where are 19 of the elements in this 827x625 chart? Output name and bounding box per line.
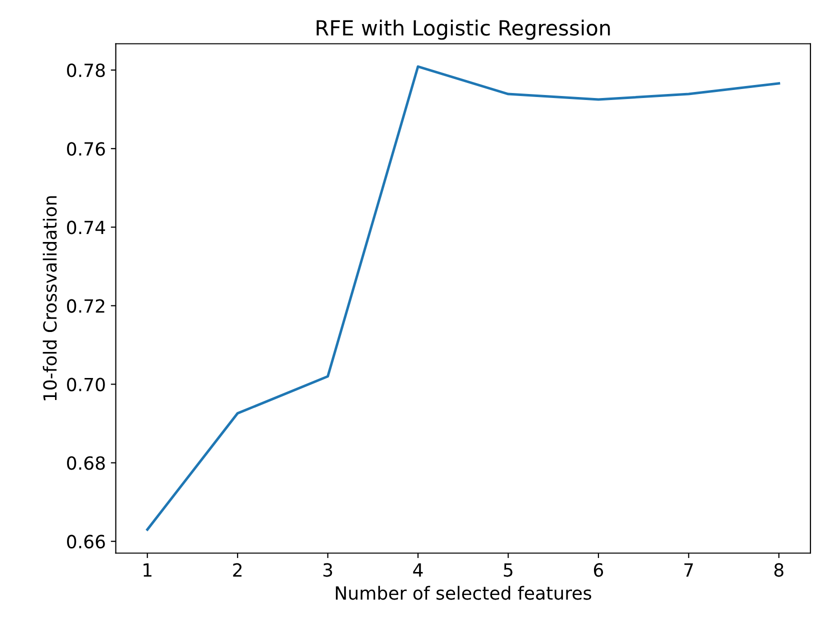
x-tick-label: 2: [233, 563, 242, 577]
x-tick-label: 3: [323, 563, 332, 577]
y-axis-title: 10-fold Crossvalidation: [42, 196, 57, 400]
y-tick-label: 0.78: [67, 64, 105, 78]
y-tick-label: 0.72: [67, 299, 104, 313]
y-tick-label: 0.76: [67, 142, 105, 156]
y-tick-label: 0.74: [67, 220, 106, 234]
x-tick-label: 6: [594, 563, 604, 577]
x-tick-label: 5: [504, 563, 512, 577]
x-tick-label: 4: [413, 563, 423, 577]
x-tick-label: 1: [144, 563, 152, 577]
x-axis-title: Number of selected features: [336, 586, 592, 600]
y-tick-label: 0.70: [67, 378, 105, 392]
chart-title: RFE with Logistic Regression: [316, 20, 610, 40]
x-tick-label: 7: [684, 563, 693, 577]
y-tick-label: 0.66: [67, 534, 105, 548]
line-series: [146, 65, 780, 531]
y-tick-label: 0.68: [67, 456, 105, 470]
x-tick-label: 8: [774, 563, 784, 577]
